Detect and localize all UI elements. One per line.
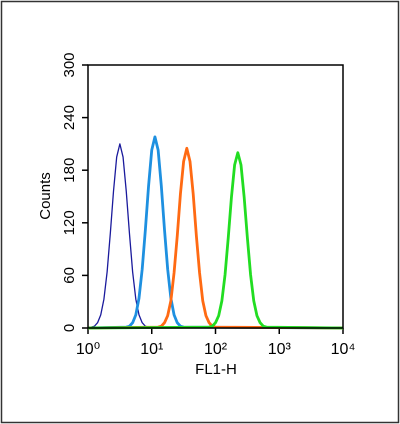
- series-line: [87, 146, 344, 330]
- series-line: [87, 143, 344, 329]
- y-tick-label: 0: [61, 324, 78, 332]
- y-tick-label: 240: [61, 105, 78, 130]
- y-tick-label: 60: [61, 267, 78, 284]
- y-tick-label: 300: [61, 52, 78, 77]
- x-tick-label: 10²: [204, 341, 228, 358]
- x-tick-label: 10³: [268, 341, 292, 358]
- x-axis-label: FL1-H: [195, 361, 237, 378]
- series-line: [87, 151, 344, 330]
- plot-frame: [87, 64, 344, 329]
- x-tick-label: 10⁰: [76, 341, 100, 358]
- y-tick-label: 180: [61, 158, 78, 183]
- x-tick-label: 10⁴: [331, 341, 356, 358]
- y-axis-label: Counts: [37, 172, 54, 220]
- series-line: [87, 135, 344, 330]
- x-tick-label: 10¹: [140, 341, 163, 358]
- y-tick-label: 120: [61, 210, 78, 235]
